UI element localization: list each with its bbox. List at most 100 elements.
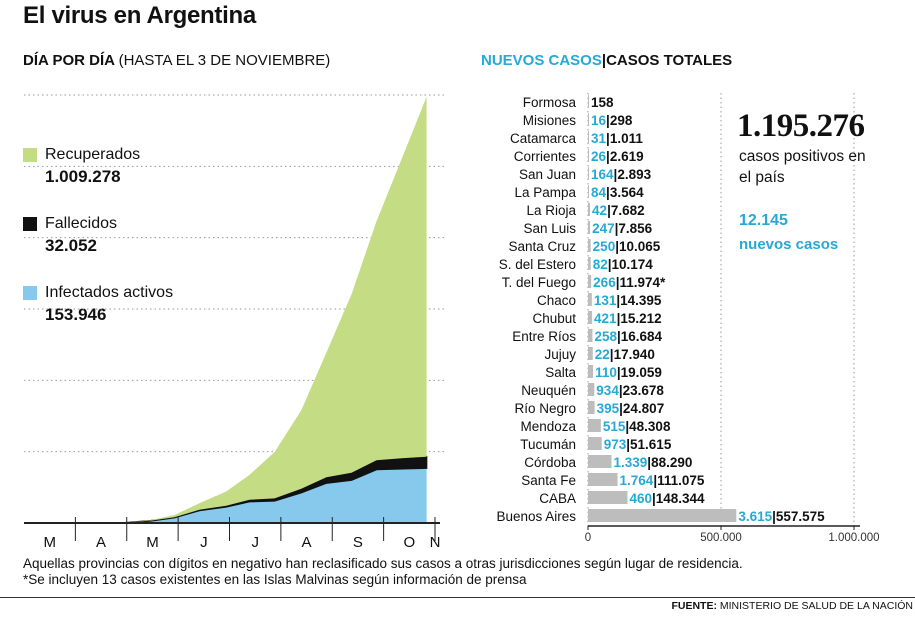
province-separator: | [615, 239, 619, 254]
province-label: CABA [539, 491, 576, 506]
legend-infectados: Infectados activos 153.946 [23, 284, 173, 324]
province-new-cases: 31 [591, 131, 607, 146]
province-label: Chubut [532, 311, 576, 326]
area-month-label: M [43, 534, 56, 551]
area-series-infectados [24, 468, 427, 523]
province-label: Formosa [523, 95, 577, 110]
province-new-cases: 973 [604, 437, 627, 452]
right-subtitle-total: CASOS TOTALES [606, 52, 733, 69]
area-series-recuperados [24, 96, 427, 523]
province-new-cases: 110 [595, 365, 617, 380]
source-label: FUENTE: [671, 600, 717, 612]
province-bar [588, 473, 618, 486]
province-values: 84|3.564 [591, 185, 644, 200]
province-bar [588, 383, 595, 396]
province-label: T. del Fuego [502, 275, 576, 290]
province-new-cases: 26 [591, 149, 607, 164]
province-label: La Rioja [526, 203, 576, 218]
province-total-cases: 15.212 [620, 311, 661, 326]
province-total-cases: 2.619 [610, 149, 644, 164]
province-values: 934|23.678 [596, 383, 664, 398]
area-month-label: O [403, 534, 415, 551]
province-total-cases: 2.893 [617, 167, 651, 182]
right-subtitle-new: NUEVOS CASOS [481, 52, 602, 69]
province-total-cases: 48.308 [629, 419, 671, 434]
province-values: 164|2.893 [591, 167, 652, 182]
left-subtitle-light: (HASTA EL 3 DE NOVIEMBRE) [118, 52, 331, 69]
bar-x-tick-label: 1.000.000 [828, 532, 879, 544]
province-label: Tucumán [520, 437, 576, 452]
province-separator: | [606, 185, 610, 200]
province-label: Mendoza [520, 419, 576, 434]
province-new-cases: 395 [597, 401, 620, 416]
province-separator: | [625, 419, 629, 434]
legend-recuperados-value: 1.009.278 [45, 167, 121, 186]
province-new-cases: 3.615 [738, 509, 772, 524]
province-separator: | [772, 509, 776, 524]
province-new-cases: 16 [591, 113, 607, 128]
province-new-cases: 82 [593, 257, 608, 272]
province-values: 26|2.619 [591, 149, 644, 164]
province-total-cases: 10.174 [612, 257, 654, 272]
province-new-cases: 421 [594, 311, 617, 326]
province-label: Corrientes [514, 149, 577, 164]
legend-fallecidos-value: 32.052 [45, 236, 97, 255]
province-bar [588, 293, 592, 306]
legend-recuperados: Recuperados 1.009.278 [23, 146, 140, 186]
province-new-cases: 934 [596, 383, 619, 398]
area-month-label: A [96, 534, 106, 551]
province-label: Catamarca [510, 131, 577, 146]
footnote-malvinas: *Se incluyen 13 casos existentes en las … [23, 572, 527, 587]
total-cases-value: 1.195.276 [737, 108, 865, 144]
area-month-label: A [302, 534, 312, 551]
province-total-cases: 11.974* [619, 275, 666, 290]
province-separator: | [653, 473, 657, 488]
province-separator: | [619, 401, 623, 416]
province-separator: | [616, 275, 620, 290]
left-subtitle-bold: DÍA POR DÍA [23, 52, 115, 69]
province-total-cases: 88.290 [651, 455, 692, 470]
province-values: 1.764|111.075 [620, 473, 705, 488]
province-values: 31|1.011 [591, 131, 643, 146]
province-label: La Pampa [514, 185, 576, 200]
province-new-cases: 131 [594, 293, 617, 308]
province-separator: | [619, 383, 623, 398]
province-values: 42|7.682 [592, 203, 645, 218]
province-label: Santa Cruz [508, 239, 576, 254]
area-month-label: S [353, 534, 363, 551]
province-total-cases: 1.011 [610, 131, 644, 146]
province-label: Entre Ríos [512, 329, 576, 344]
province-new-cases: 84 [591, 185, 607, 200]
province-label: Jujuy [544, 347, 576, 362]
legend-infectados-value: 153.946 [45, 305, 107, 324]
province-total-cases: 7.856 [618, 221, 652, 236]
province-separator: | [608, 257, 612, 272]
province-bar [588, 491, 628, 504]
province-total-cases: 557.575 [776, 509, 825, 524]
province-bar [588, 257, 591, 270]
province-bar [588, 329, 593, 342]
province-bar [588, 419, 601, 432]
province-values: 258|16.684 [594, 329, 662, 344]
province-new-cases: 1.764 [620, 473, 654, 488]
province-values: 1.339|88.290 [613, 455, 692, 470]
province-new-cases: 164 [591, 167, 614, 182]
province-total-cases: 7.682 [611, 203, 645, 218]
legend-fallecidos-swatch [23, 217, 37, 231]
province-bar [588, 167, 589, 180]
legend-infectados-label: Infectados activos [45, 284, 174, 301]
province-separator: | [617, 311, 621, 326]
province-bar [588, 275, 592, 288]
page-title: El virus en Argentina [23, 2, 256, 29]
province-total-cases: 24.807 [623, 401, 664, 416]
province-bar [588, 455, 612, 468]
province-total-cases: 17.940 [614, 347, 655, 362]
province-new-cases: 22 [595, 347, 610, 362]
province-bar [588, 509, 737, 522]
province-new-cases: 266 [593, 275, 616, 290]
province-bar [588, 401, 595, 414]
province-new-cases: 42 [592, 203, 607, 218]
province-total-cases: 111.075 [657, 473, 705, 488]
